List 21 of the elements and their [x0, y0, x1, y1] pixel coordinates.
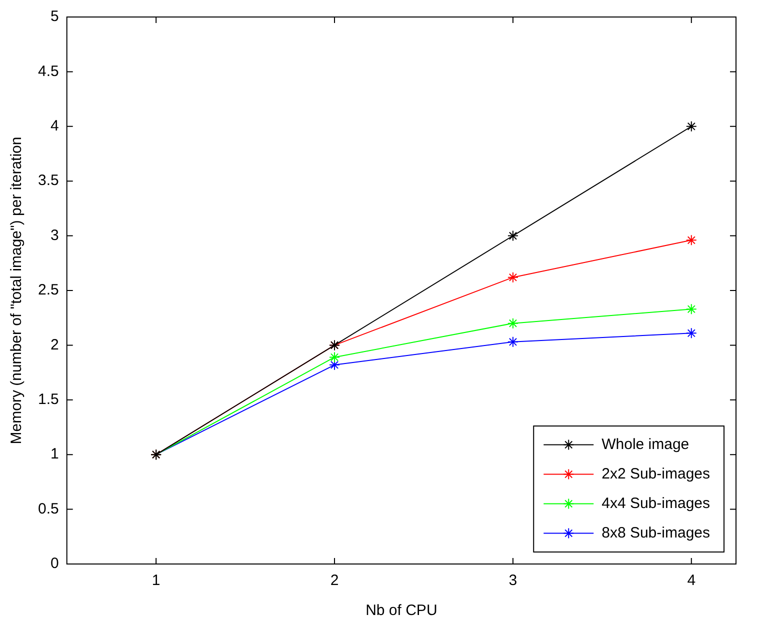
x-tick-label: 1: [152, 572, 160, 590]
y-tick-label: 0.5: [38, 500, 59, 518]
y-tick-label: 4.5: [38, 62, 59, 80]
y-tick-label: 2: [50, 336, 59, 354]
y-tick-label: 0: [50, 555, 59, 572]
y-tick-label: 1: [50, 446, 59, 463]
y-tick-label: 3: [50, 226, 59, 244]
y-tick-label: 4: [50, 118, 59, 135]
legend-label: Whole image: [602, 436, 690, 453]
y-tick-label: 3.5: [38, 172, 59, 190]
legend-label: 2x2 Sub-images: [602, 465, 710, 482]
x-tick-label: 3: [508, 572, 518, 590]
y-tick-label: 5: [50, 8, 59, 26]
y-tick-label: 1.5: [38, 391, 59, 408]
y-axis-title: Memory (number of "total image") per iteration: [8, 136, 26, 444]
x-tick-label: 2: [330, 572, 339, 590]
legend-label: 8x8 Sub-images: [602, 524, 710, 542]
x-tick-label: 4: [687, 572, 696, 590]
x-axis-title: Nb of CPU: [366, 602, 438, 620]
y-tick-label: 2.5: [38, 282, 59, 299]
legend-label: 4x4 Sub-images: [602, 494, 710, 512]
